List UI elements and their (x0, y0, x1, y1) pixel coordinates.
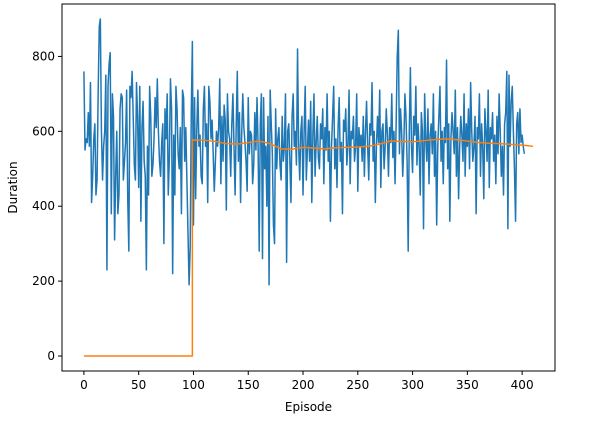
x-axis-label: Episode (285, 400, 332, 414)
y-tick-label: 600 (32, 124, 55, 138)
x-tick-label: 300 (401, 378, 424, 392)
x-tick-label: 100 (182, 378, 205, 392)
x-tick-label: 150 (237, 378, 260, 392)
x-tick-label: 0 (80, 378, 88, 392)
x-tick-label: 400 (511, 378, 534, 392)
plot-area (83, 18, 534, 357)
x-tick-label: 200 (292, 378, 315, 392)
x-tick-label: 350 (456, 378, 479, 392)
y-axis-label: Duration (6, 161, 20, 213)
y-tick-label: 400 (32, 199, 55, 213)
x-tick-label: 50 (131, 378, 146, 392)
axis-ticks: 0 50 100 150 200 250 300 350 400 0 200 400 600 800 (32, 49, 533, 392)
y-tick-label: 0 (47, 349, 55, 363)
y-tick-label: 200 (32, 274, 55, 288)
series-line-2 (83, 138, 534, 357)
y-tick-label: 800 (32, 49, 55, 63)
x-tick-label: 250 (346, 378, 369, 392)
plot-frame (61, 3, 556, 372)
